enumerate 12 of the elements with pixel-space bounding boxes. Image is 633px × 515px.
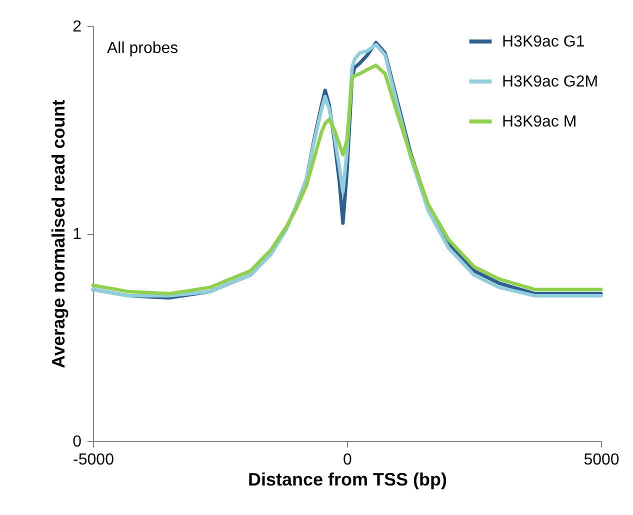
x-tick-label: 0 (343, 452, 352, 468)
legend-label: H3K9ac G2M (502, 74, 598, 90)
y-tick-label: 0 (72, 434, 82, 450)
y-tick-label: 2 (72, 18, 82, 36)
x-tick-label: -5000 (73, 452, 114, 468)
x-tick-label: 5000 (584, 452, 620, 468)
annotation: All probes (107, 40, 178, 57)
legend-label: H3K9ac G1 (502, 34, 585, 50)
x-axis-title: Distance from TSS (bp) (248, 470, 448, 490)
y-axis-title: Average normalised read count (48, 100, 69, 368)
y-tick-label: 1 (72, 226, 82, 243)
legend-label: H3K9ac M (502, 114, 577, 130)
